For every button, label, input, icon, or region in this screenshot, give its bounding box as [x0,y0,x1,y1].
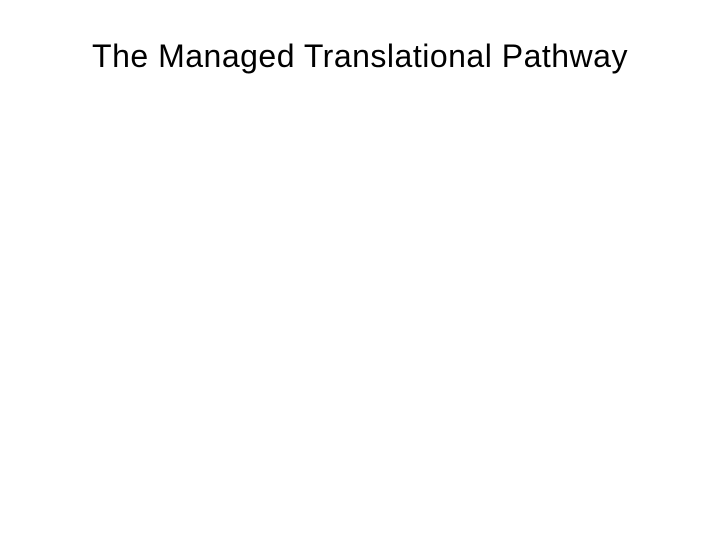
slide-title: The Managed Translational Pathway [0,38,720,75]
slide-container: The Managed Translational Pathway [0,0,720,540]
